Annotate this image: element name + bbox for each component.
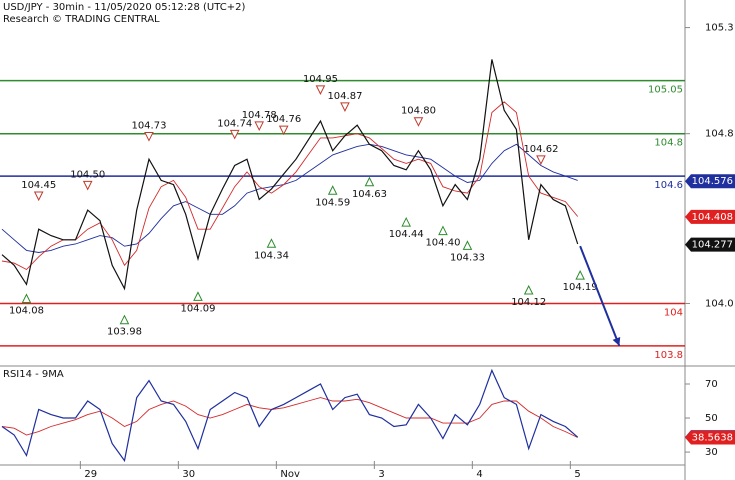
- low-marker: [523, 284, 534, 295]
- annotation-label: 104.59: [315, 197, 350, 208]
- high-marker: [413, 117, 424, 127]
- annotation-label: 104.63: [352, 189, 387, 200]
- series-line: [1, 59, 579, 291]
- annotation-label: 104.44: [389, 229, 424, 240]
- y-tick-label: 104.8: [705, 129, 734, 140]
- x-tick-label: Nov: [280, 469, 300, 480]
- level-label: 104: [664, 307, 683, 318]
- series-line: [1, 101, 579, 271]
- low-marker: [119, 314, 130, 325]
- annotation-label: 104.19: [563, 282, 598, 293]
- annotation-label: 104.33: [450, 252, 485, 263]
- high-marker: [33, 191, 44, 202]
- annotation-label: 104.73: [131, 121, 166, 132]
- annotation-label: 103.98: [107, 327, 142, 338]
- price-tag: [685, 209, 735, 224]
- price-tag-label: 38.5638: [692, 432, 733, 443]
- low-marker: [438, 225, 448, 236]
- y-tick-label: 30: [705, 447, 718, 458]
- price-tag-label: 104.408: [692, 212, 733, 223]
- chart-title: USD/JPY - 30min - 11/05/2020 05:12:28 (U…: [3, 2, 245, 13]
- chart-subtitle: Research © TRADING CENTRAL: [3, 14, 160, 25]
- annotation-label: 104.09: [180, 303, 215, 314]
- y-tick-label: 104.0: [705, 298, 734, 309]
- annotation-label: 104.40: [425, 238, 460, 249]
- x-tick-label: 3: [378, 469, 384, 480]
- annotation-label: 104.74: [217, 118, 252, 129]
- annotation-label: 104.50: [70, 169, 105, 180]
- annotation-label: 104.12: [511, 297, 546, 308]
- arrow-head: [612, 336, 621, 346]
- x-tick-label: 5: [574, 469, 580, 480]
- level-label: 103.8: [654, 350, 683, 361]
- annotation-label: 104.76: [266, 114, 301, 125]
- price-tag: [685, 430, 735, 445]
- series-line: [1, 143, 578, 253]
- rsi-title: RSI14 - 9MA: [3, 369, 64, 380]
- low-marker: [193, 291, 203, 301]
- low-marker: [21, 293, 32, 303]
- series-line: [1, 397, 578, 438]
- high-marker: [82, 180, 93, 191]
- high-marker: [340, 102, 350, 112]
- low-marker: [462, 240, 473, 250]
- x-tick-label: 30: [182, 469, 195, 480]
- y-tick-label: 50: [705, 413, 718, 424]
- price-tag-label: 104.277: [692, 240, 733, 251]
- high-marker: [278, 125, 289, 136]
- high-marker: [536, 155, 546, 166]
- annotation-label: 104.87: [327, 91, 362, 102]
- high-marker: [229, 129, 240, 140]
- level-label: 104.8: [654, 138, 683, 149]
- forecast-arrow: [579, 245, 621, 347]
- low-marker: [364, 176, 375, 187]
- high-marker: [144, 132, 154, 142]
- series-line: [1, 368, 579, 463]
- annotation-label: 104.45: [21, 180, 56, 191]
- high-marker: [315, 85, 326, 95]
- annotation-label: 104.08: [9, 305, 44, 316]
- annotation-label: 104.62: [523, 144, 558, 155]
- low-marker: [327, 185, 338, 195]
- high-marker: [254, 121, 265, 132]
- price-tag-label: 104.576: [692, 176, 733, 187]
- annotation-label: 104.80: [401, 106, 436, 117]
- level-label: 105.05: [648, 85, 683, 96]
- price-tag: [685, 174, 735, 189]
- y-tick-label: 70: [705, 379, 718, 390]
- x-tick-label: 29: [84, 469, 97, 480]
- low-marker: [266, 238, 277, 248]
- level-label: 104.6: [654, 180, 683, 191]
- annotation-label: 104.78: [242, 110, 277, 121]
- low-marker: [401, 216, 412, 227]
- y-tick-label: 105.3: [705, 23, 734, 34]
- annotation-label: 104.95: [303, 74, 338, 85]
- low-marker: [575, 270, 585, 280]
- price-tag: [685, 237, 735, 252]
- x-tick-label: 4: [476, 469, 482, 480]
- annotation-label: 104.34: [254, 250, 289, 261]
